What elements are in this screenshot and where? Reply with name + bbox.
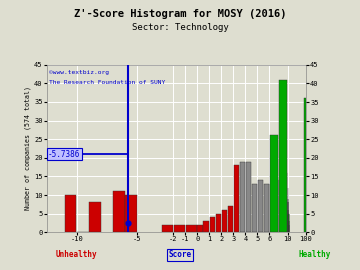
Bar: [279, 80, 287, 232]
Bar: [270, 136, 278, 232]
Text: -5.7386: -5.7386: [48, 150, 80, 158]
Bar: [221, 210, 227, 232]
Bar: [198, 225, 203, 232]
Bar: [89, 202, 100, 232]
Bar: [281, 188, 283, 232]
Bar: [113, 191, 125, 232]
Bar: [304, 98, 306, 232]
Bar: [246, 161, 251, 232]
Text: Score: Score: [168, 250, 192, 259]
Bar: [258, 180, 263, 232]
Bar: [162, 225, 173, 232]
Bar: [283, 173, 285, 232]
Bar: [270, 184, 272, 232]
Bar: [272, 180, 274, 232]
Text: Healthy: Healthy: [299, 250, 331, 259]
Bar: [65, 195, 76, 232]
Bar: [276, 180, 278, 232]
Bar: [126, 195, 137, 232]
Text: Sector: Technology: Sector: Technology: [132, 23, 228, 32]
Bar: [279, 180, 281, 232]
Text: ©www.textbiz.org: ©www.textbiz.org: [49, 70, 109, 75]
Bar: [228, 206, 233, 232]
Bar: [210, 217, 215, 232]
Text: Z'-Score Histogram for MOSY (2016): Z'-Score Histogram for MOSY (2016): [74, 9, 286, 19]
Bar: [274, 173, 276, 232]
Bar: [186, 225, 197, 232]
Bar: [174, 225, 185, 232]
Bar: [264, 184, 269, 232]
Bar: [234, 165, 239, 232]
Y-axis label: Number of companies (574 total): Number of companies (574 total): [25, 86, 31, 211]
Bar: [216, 214, 221, 232]
Bar: [252, 184, 257, 232]
Bar: [203, 221, 209, 232]
Text: Unhealthy: Unhealthy: [56, 250, 98, 259]
Bar: [240, 161, 245, 232]
Bar: [285, 173, 288, 232]
Text: The Research Foundation of SUNY: The Research Foundation of SUNY: [49, 80, 166, 85]
